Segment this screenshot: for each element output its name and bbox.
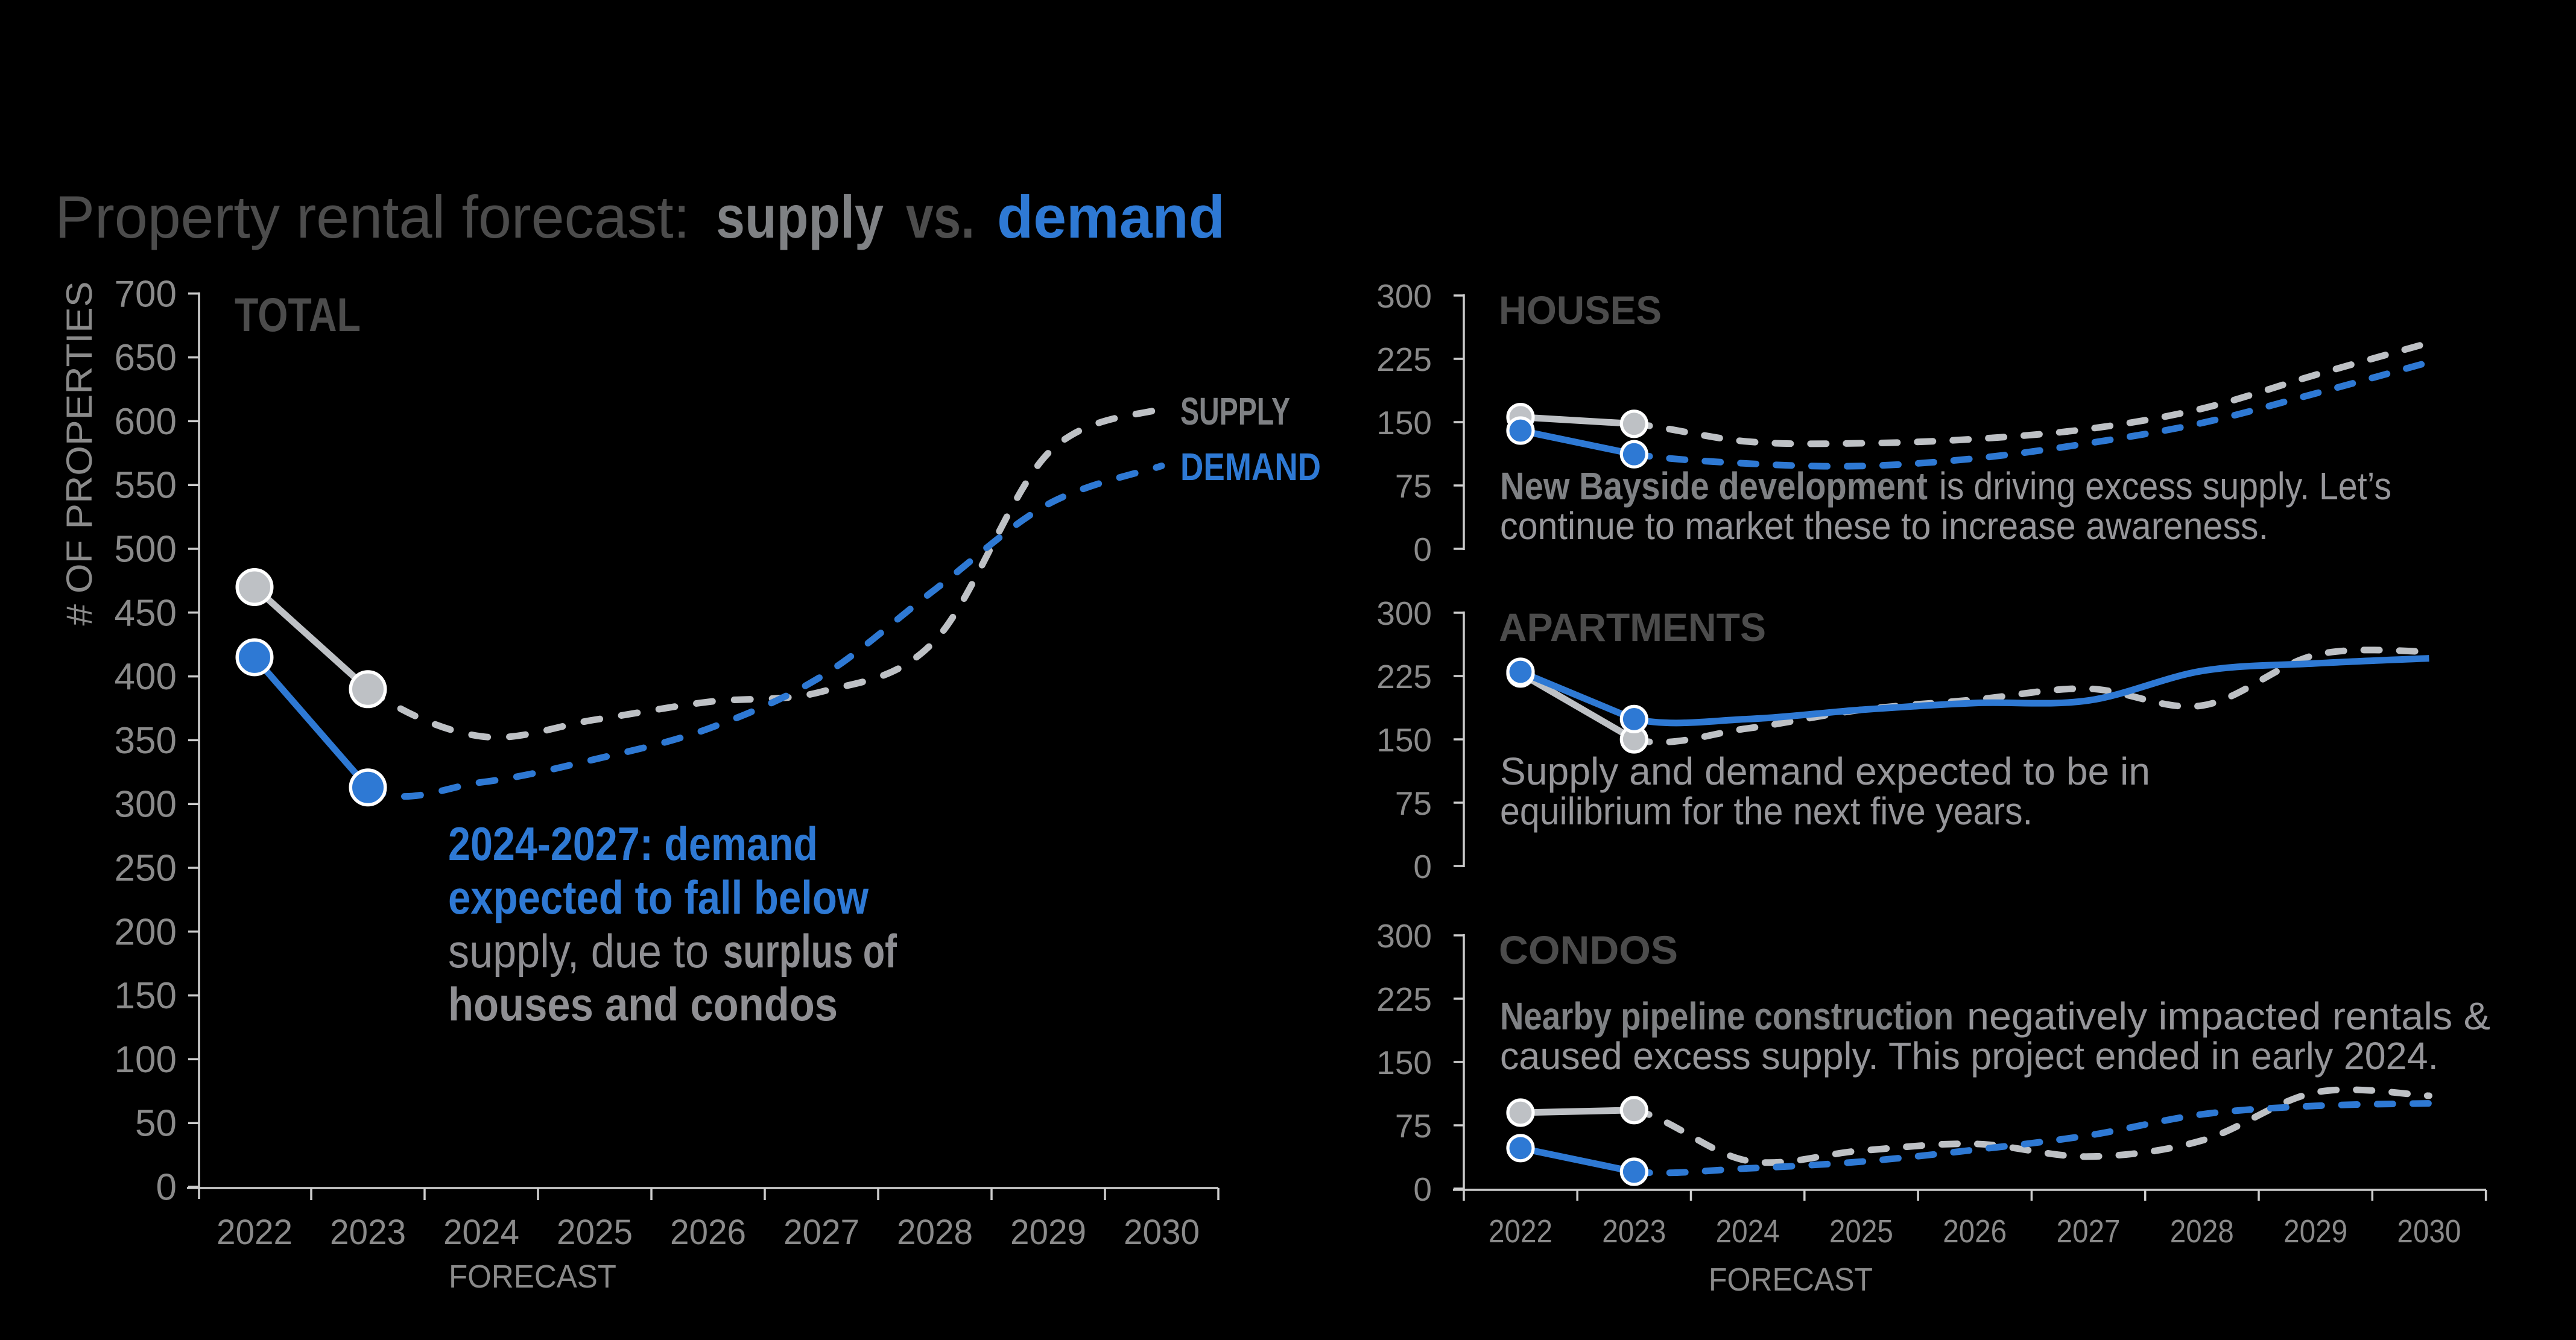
svg-text:surplus of: surplus of	[723, 924, 897, 978]
svg-text:650: 650	[115, 337, 177, 379]
svg-text:New Bayside development: New Bayside development	[1500, 464, 1928, 508]
svg-text:2026: 2026	[1943, 1213, 2007, 1250]
svg-text:450: 450	[115, 592, 177, 634]
svg-text:75: 75	[1395, 1107, 1432, 1145]
svg-text:vs.: vs.	[906, 183, 975, 250]
svg-text:supply, due to: supply, due to	[448, 924, 709, 978]
svg-text:2024: 2024	[1716, 1213, 1780, 1250]
svg-text:CONDOS: CONDOS	[1499, 928, 1678, 972]
svg-text:negatively impacted rentals &: negatively impacted rentals &	[1967, 994, 2490, 1038]
svg-text:2030: 2030	[1124, 1213, 1200, 1252]
svg-text:600: 600	[115, 401, 177, 443]
svg-text:300: 300	[1376, 277, 1432, 315]
svg-text:continue to market these to in: continue to market these to increase awa…	[1500, 504, 2268, 548]
svg-text:225: 225	[1376, 341, 1432, 378]
svg-text:300: 300	[1376, 917, 1432, 955]
svg-text:HOUSES: HOUSES	[1499, 288, 1662, 332]
svg-text:DEMAND: DEMAND	[1180, 445, 1321, 488]
svg-text:50: 50	[135, 1103, 177, 1145]
svg-text:0: 0	[156, 1167, 177, 1209]
svg-text:2023: 2023	[330, 1213, 406, 1252]
svg-text:2026: 2026	[670, 1213, 746, 1252]
svg-text:100: 100	[115, 1039, 177, 1081]
svg-text:225: 225	[1376, 658, 1432, 695]
svg-text:150: 150	[115, 975, 177, 1017]
svg-text:Nearby pipeline construction: Nearby pipeline construction	[1500, 994, 1954, 1038]
svg-text:500: 500	[115, 529, 177, 570]
svg-text:2023: 2023	[1602, 1213, 1666, 1250]
svg-text:0: 0	[1413, 1171, 1432, 1208]
svg-text:350: 350	[115, 720, 177, 762]
svg-text:expected to fall below: expected to fall below	[448, 871, 869, 924]
svg-text:Property rental forecast:: Property rental forecast:	[55, 183, 690, 250]
svg-text:SUPPLY: SUPPLY	[1180, 390, 1290, 433]
svg-text:Supply and demand expected to: Supply and demand expected to be in	[1500, 750, 2150, 793]
svg-text:150: 150	[1376, 404, 1432, 441]
svg-text:equilibrium for the next five: equilibrium for the next five years.	[1500, 789, 2033, 833]
svg-text:225: 225	[1376, 981, 1432, 1018]
svg-text:2027: 2027	[783, 1213, 859, 1252]
svg-text:2028: 2028	[2170, 1213, 2234, 1250]
svg-text:2029: 2029	[1010, 1213, 1086, 1252]
svg-text:demand: demand	[997, 183, 1225, 250]
svg-text:FORECAST: FORECAST	[1709, 1262, 1873, 1298]
svg-text:200: 200	[115, 911, 177, 953]
svg-text:700: 700	[115, 273, 177, 315]
svg-text:FORECAST: FORECAST	[449, 1259, 616, 1295]
svg-text:2024: 2024	[443, 1213, 519, 1252]
svg-text:300: 300	[1376, 595, 1432, 632]
svg-text:APARTMENTS: APARTMENTS	[1499, 605, 1766, 649]
svg-text:75: 75	[1395, 785, 1432, 822]
svg-text:2025: 2025	[1829, 1213, 1893, 1250]
svg-text:0: 0	[1413, 848, 1432, 885]
svg-text:400: 400	[115, 656, 177, 698]
svg-text:2022: 2022	[217, 1213, 293, 1252]
svg-text:250: 250	[115, 848, 177, 890]
svg-text:2028: 2028	[897, 1213, 973, 1252]
svg-text:300: 300	[115, 784, 177, 826]
svg-text:2022: 2022	[1489, 1213, 1552, 1250]
svg-text:supply: supply	[716, 183, 884, 250]
svg-text:2025: 2025	[557, 1213, 633, 1252]
svg-text:is driving excess supply. Let’: is driving excess supply. Let’s	[1939, 464, 2391, 508]
svg-text:550: 550	[115, 465, 177, 507]
svg-text:2030: 2030	[2397, 1213, 2461, 1250]
svg-text:# OF PROPERTIES: # OF PROPERTIES	[59, 282, 100, 626]
svg-text:2029: 2029	[2283, 1213, 2347, 1250]
svg-text:2027: 2027	[2057, 1213, 2121, 1250]
svg-text:2024-2027: demand: 2024-2027: demand	[448, 817, 818, 870]
svg-text:TOTAL: TOTAL	[235, 288, 361, 341]
svg-text:caused excess supply. This pro: caused excess supply. This project ended…	[1500, 1034, 2438, 1078]
svg-text:150: 150	[1376, 721, 1432, 759]
svg-text:150: 150	[1376, 1044, 1432, 1081]
svg-text:75: 75	[1395, 467, 1432, 505]
svg-text:houses and condos: houses and condos	[448, 978, 838, 1031]
svg-text:0: 0	[1413, 531, 1432, 568]
